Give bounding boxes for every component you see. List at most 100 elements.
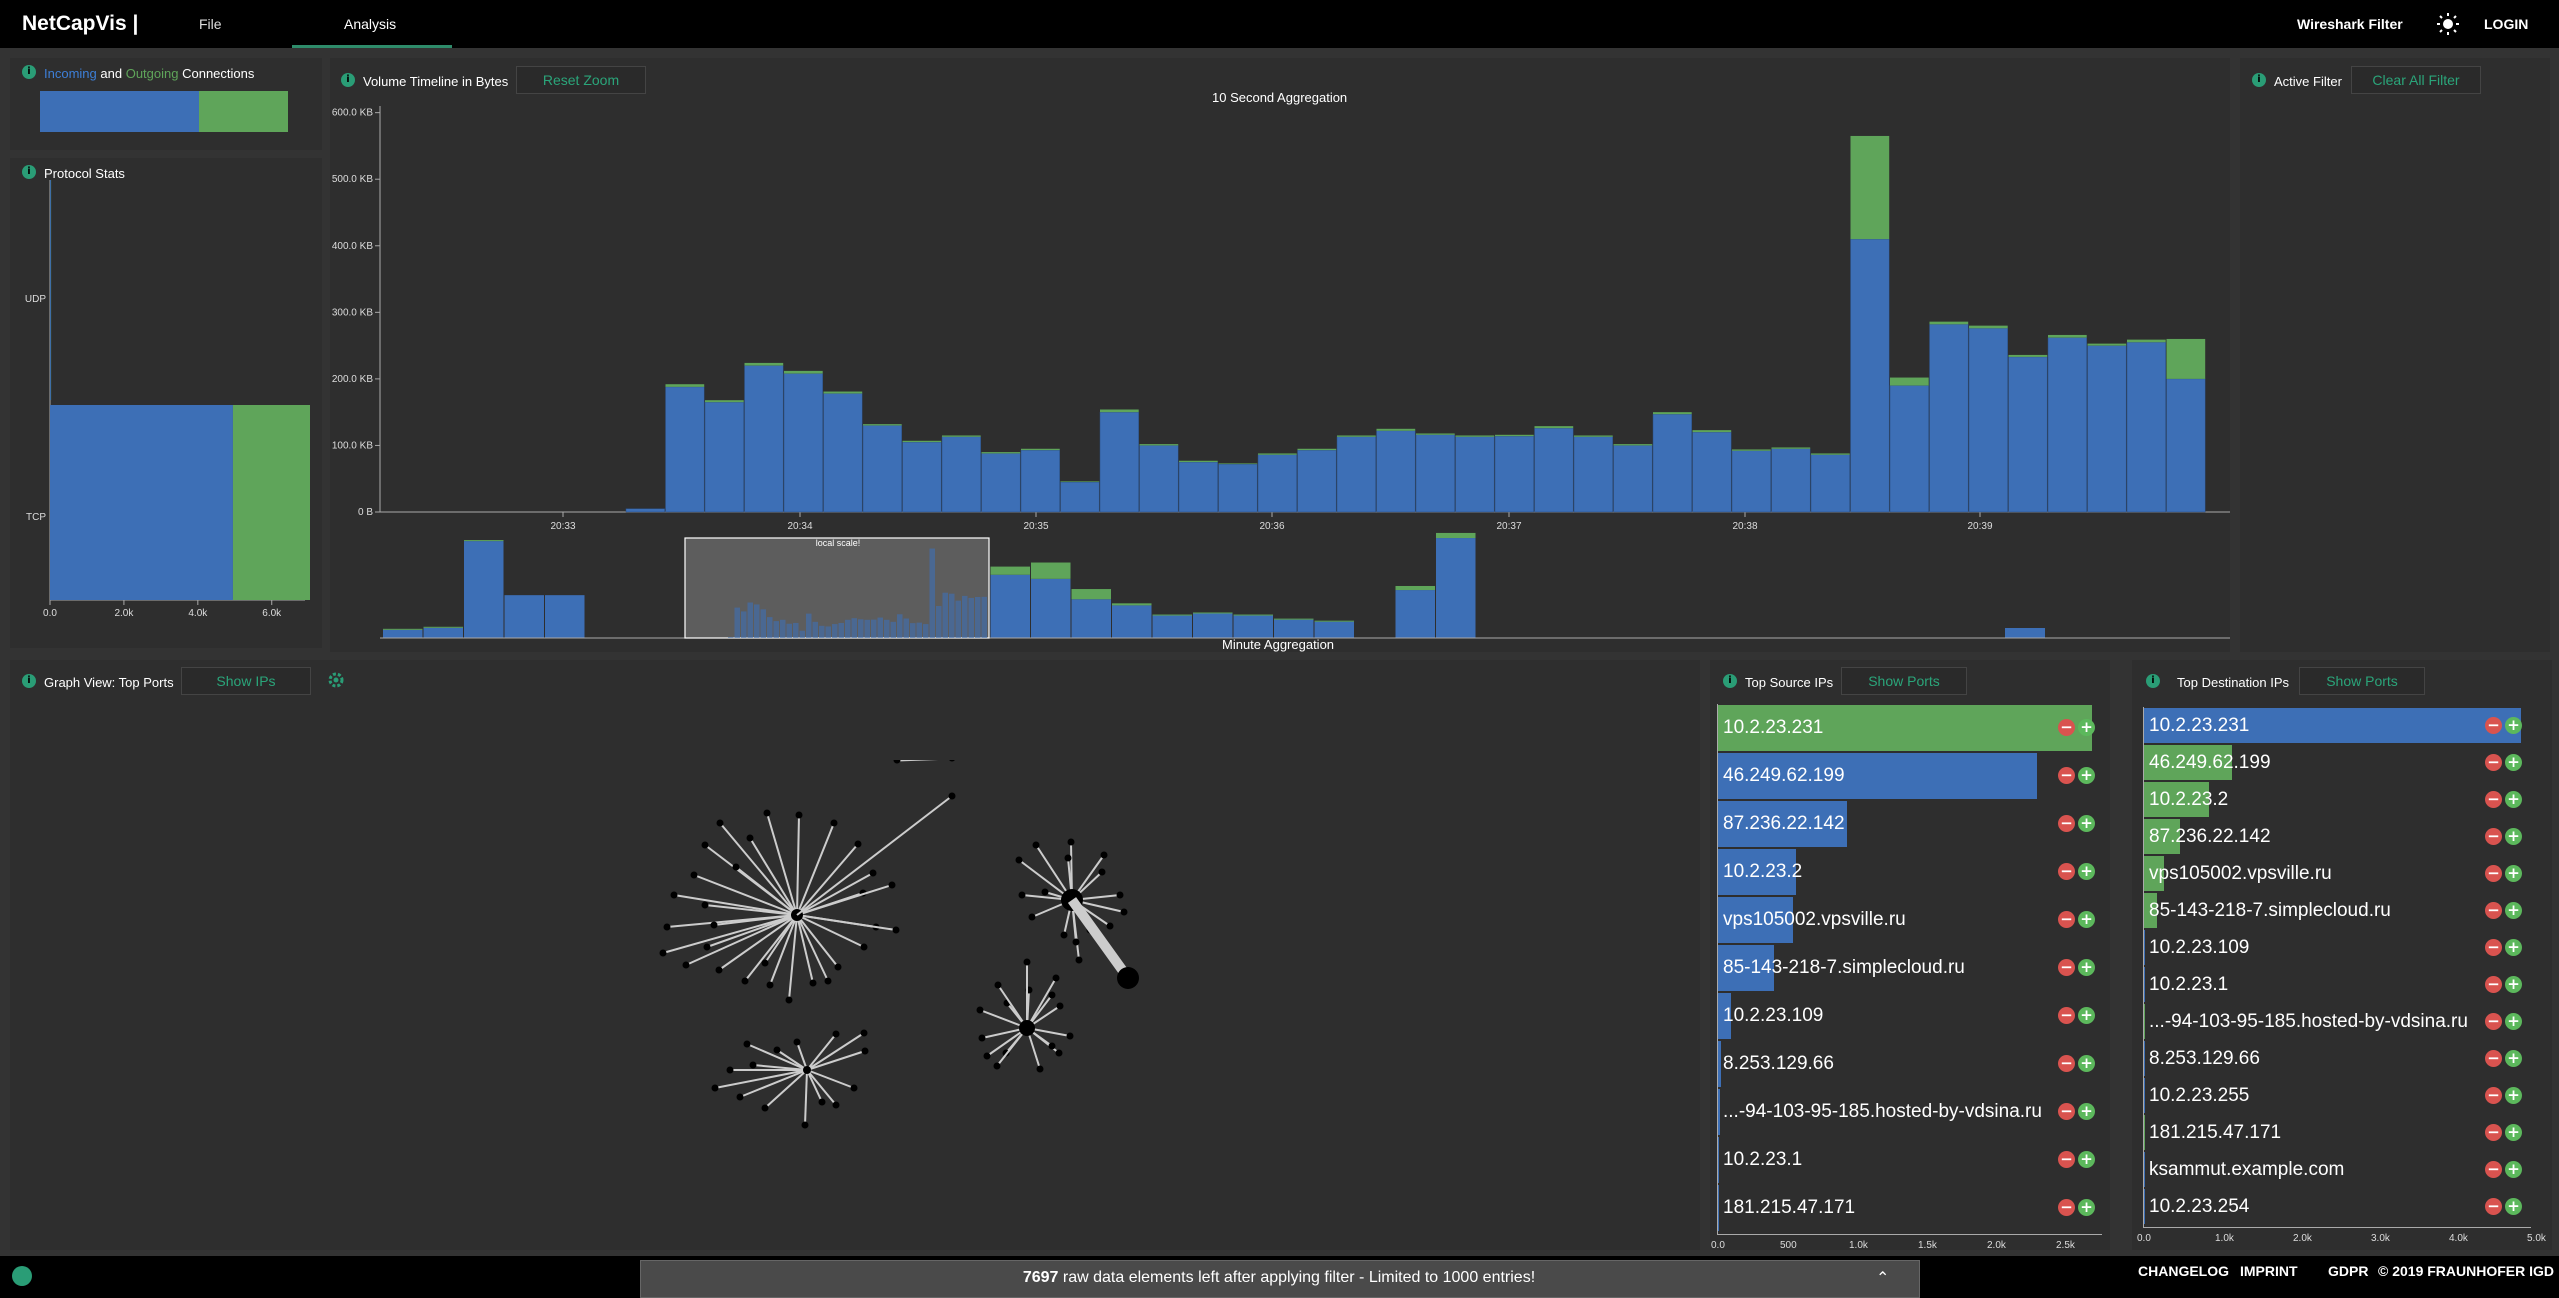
include-icon[interactable]: +: [2078, 1103, 2095, 1120]
info-icon[interactable]: i: [1723, 674, 1737, 688]
info-icon[interactable]: i: [2252, 73, 2266, 87]
include-icon[interactable]: +: [2505, 790, 2522, 808]
sun-icon[interactable]: [2437, 13, 2459, 35]
src-show-ports-button[interactable]: Show Ports: [1841, 667, 1967, 695]
include-icon[interactable]: +: [2505, 901, 2522, 919]
ip-bar[interactable]: [2143, 1189, 2145, 1224]
clear-all-filter-button[interactable]: Clear All Filter: [2351, 66, 2481, 94]
exclude-icon[interactable]: −: [2485, 1086, 2502, 1104]
exclude-icon[interactable]: −: [2485, 1049, 2502, 1067]
ip-bar[interactable]: [1717, 849, 1797, 895]
chevron-up-icon[interactable]: ⌃: [1876, 1270, 1890, 1287]
include-icon[interactable]: +: [2078, 767, 2095, 784]
include-icon[interactable]: +: [2078, 1151, 2095, 1168]
ip-bar[interactable]: [1717, 753, 2038, 799]
info-icon[interactable]: i: [22, 165, 36, 179]
ip-label[interactable]: ...-94-103-95-185.hosted-by-vdsina.ru: [2149, 1010, 2468, 1032]
ip-label[interactable]: 8.253.129.66: [2149, 1047, 2260, 1069]
ip-label[interactable]: 85-143-218-7.simplecloud.ru: [2149, 899, 2391, 921]
include-icon[interactable]: +: [2078, 1007, 2095, 1024]
include-icon[interactable]: +: [2505, 1086, 2522, 1104]
login-button[interactable]: LOGIN: [2484, 16, 2529, 32]
ip-label[interactable]: 181.215.47.171: [2149, 1121, 2282, 1143]
connections-ratio-bar[interactable]: [40, 91, 288, 132]
ip-bar[interactable]: [2143, 967, 2145, 1002]
include-icon[interactable]: +: [2078, 815, 2095, 832]
ip-bar[interactable]: [2143, 856, 2164, 891]
volume-timeline-chart[interactable]: 0 B 100.0 KB 200.0 KB 300.0 KB 400.0 KB 500.0…: [330, 96, 2230, 656]
exclude-icon[interactable]: −: [2485, 827, 2502, 845]
ip-label[interactable]: 10.2.23.231: [2149, 714, 2250, 736]
ip-bar[interactable]: [2143, 930, 2146, 965]
ip-bar[interactable]: [2143, 1115, 2145, 1150]
ip-bar[interactable]: [1717, 945, 1775, 991]
ip-bar[interactable]: [1717, 993, 1731, 1039]
exclude-icon[interactable]: −: [2485, 864, 2502, 882]
ip-label[interactable]: 85-143-218-7.simplecloud.ru: [1723, 957, 1965, 978]
exclude-icon[interactable]: −: [2058, 767, 2075, 784]
ip-bar[interactable]: [2143, 1078, 2145, 1113]
ip-label[interactable]: 87.236.22.142: [1723, 813, 1845, 834]
include-icon[interactable]: +: [2505, 1123, 2522, 1141]
include-icon[interactable]: +: [2505, 1160, 2522, 1178]
exclude-icon[interactable]: −: [2058, 959, 2075, 976]
include-icon[interactable]: +: [2078, 1055, 2095, 1072]
include-icon[interactable]: +: [2505, 716, 2522, 734]
ip-label[interactable]: 46.249.62.199: [2149, 751, 2271, 773]
include-icon[interactable]: +: [2505, 938, 2522, 956]
include-icon[interactable]: +: [2505, 753, 2522, 771]
ip-bar[interactable]: [2143, 893, 2157, 928]
port-graph[interactable]: [600, 760, 1350, 1160]
exclude-icon[interactable]: −: [2058, 1007, 2075, 1024]
ip-label[interactable]: ksammut.example.com: [2149, 1158, 2345, 1180]
ip-label[interactable]: ...-94-103-95-185.hosted-by-vdsina.ru: [1723, 1101, 2042, 1122]
dst-show-ports-button[interactable]: Show Ports: [2299, 667, 2425, 695]
ip-bar[interactable]: [2143, 1041, 2145, 1076]
info-icon[interactable]: i: [341, 73, 355, 87]
include-icon[interactable]: +: [2505, 975, 2522, 993]
tab-analysis[interactable]: Analysis: [344, 16, 397, 32]
incoming-bar[interactable]: [40, 91, 199, 132]
include-icon[interactable]: +: [2078, 959, 2095, 976]
exclude-icon[interactable]: −: [2058, 1055, 2075, 1072]
ip-label[interactable]: 10.2.23.1: [2149, 973, 2229, 995]
ip-label[interactable]: 46.249.62.199: [1723, 765, 1845, 786]
ip-label[interactable]: 10.2.23.2: [2149, 788, 2229, 810]
exclude-icon[interactable]: −: [2485, 901, 2502, 919]
exclude-icon[interactable]: −: [2058, 1103, 2075, 1120]
gear-icon[interactable]: [327, 671, 345, 689]
ip-bar[interactable]: [1717, 1185, 1719, 1231]
exclude-icon[interactable]: −: [2485, 938, 2502, 956]
ip-label[interactable]: 10.2.23.254: [2149, 1195, 2250, 1217]
menu-file[interactable]: File: [199, 16, 222, 32]
info-icon[interactable]: i: [2146, 674, 2160, 688]
include-icon[interactable]: +: [2078, 911, 2095, 928]
exclude-icon[interactable]: −: [2485, 1012, 2502, 1030]
exclude-icon[interactable]: −: [2485, 1123, 2502, 1141]
ip-bar[interactable]: [1717, 897, 1794, 943]
exclude-icon[interactable]: −: [2058, 719, 2075, 736]
exclude-icon[interactable]: −: [2058, 911, 2075, 928]
ip-label[interactable]: 10.2.23.231: [1723, 717, 1824, 738]
ip-bar[interactable]: [2143, 1152, 2145, 1187]
ip-label[interactable]: 8.253.129.66: [1723, 1053, 1834, 1074]
ip-label[interactable]: 181.215.47.171: [1723, 1197, 1856, 1218]
changelog-link[interactable]: CHANGELOG: [2138, 1263, 2229, 1279]
ip-bar[interactable]: [1717, 1137, 1720, 1183]
ip-bar[interactable]: [2143, 745, 2232, 780]
exclude-icon[interactable]: −: [2485, 975, 2502, 993]
exclude-icon[interactable]: −: [2485, 1160, 2502, 1178]
exclude-icon[interactable]: −: [2058, 1199, 2075, 1216]
ip-bar[interactable]: [1717, 705, 2092, 751]
ip-label[interactable]: 10.2.23.109: [1723, 1005, 1824, 1026]
include-icon[interactable]: +: [2505, 827, 2522, 845]
info-icon[interactable]: i: [22, 674, 36, 688]
ip-bar[interactable]: [2143, 819, 2181, 854]
ip-bar[interactable]: [2143, 782, 2209, 817]
include-icon[interactable]: +: [2505, 1012, 2522, 1030]
show-ips-button[interactable]: Show IPs: [181, 667, 311, 695]
reset-zoom-button[interactable]: Reset Zoom: [516, 66, 646, 94]
ip-label[interactable]: vps105002.vpsville.ru: [1723, 909, 1906, 930]
exclude-icon[interactable]: −: [2058, 1151, 2075, 1168]
ip-label[interactable]: vps105002.vpsville.ru: [2149, 862, 2332, 884]
